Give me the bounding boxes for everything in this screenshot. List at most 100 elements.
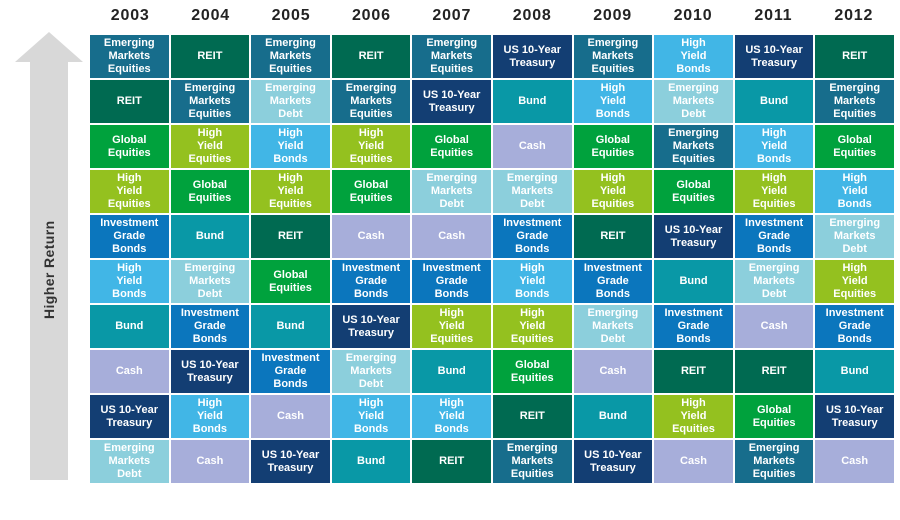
- asset-cell-2005-rank7-bund: Bund: [251, 305, 330, 348]
- asset-cell-2005-rank5-reit: REIT: [251, 215, 330, 258]
- higher-return-arrow-head: [15, 32, 83, 62]
- asset-cell-2010-rank9-hye: High Yield Equities: [654, 395, 733, 438]
- year-header: 2010: [673, 7, 713, 24]
- asset-cell-2012-rank8-bund: Bund: [815, 350, 894, 393]
- asset-cell-2011-rank8-reit: REIT: [734, 350, 814, 393]
- asset-cell-2010-rank1-hyb: High Yield Bonds: [654, 35, 733, 78]
- year-header-row: 2003 2004 2005 2006 2007 2008 2009 2010 2011 2012: [90, 7, 894, 25]
- asset-cell-2011-rank7-cash: Cash: [734, 305, 814, 348]
- asset-cell-2008-rank2-bund: Bund: [492, 80, 572, 123]
- asset-cell-2005-rank2-emd: Emerging Markets Debt: [251, 80, 330, 123]
- asset-cell-2003-rank2-reit: REIT: [90, 80, 169, 123]
- asset-cell-2003-rank6-hyb: High Yield Bonds: [90, 260, 169, 303]
- asset-cell-2004-rank3-hye: High Yield Equities: [170, 125, 250, 168]
- asset-cell-2009-rank3-global: Global Equities: [573, 125, 653, 168]
- asset-cell-2009-rank1-eme: Emerging Markets Equities: [573, 35, 653, 78]
- asset-cell-2007-rank8-bund: Bund: [412, 350, 491, 393]
- asset-cell-2012-rank3-global: Global Equities: [815, 125, 894, 168]
- y-axis-label: Higher Return: [41, 220, 57, 320]
- asset-cell-2007-rank5-cash: Cash: [412, 215, 491, 258]
- asset-cell-2007-rank7-hye: High Yield Equities: [412, 305, 491, 348]
- asset-cell-2005-rank1-eme: Emerging Markets Equities: [251, 35, 330, 78]
- asset-cell-2010-rank2-emd: Emerging Markets Debt: [654, 80, 733, 123]
- asset-cell-2004-rank6-emd: Emerging Markets Debt: [170, 260, 250, 303]
- asset-cell-2011-rank10-eme: Emerging Markets Equities: [734, 440, 814, 483]
- asset-cell-2007-rank1-eme: Emerging Markets Equities: [412, 35, 491, 78]
- asset-cell-2007-rank4-emd: Emerging Markets Debt: [412, 170, 491, 213]
- asset-cell-2006-rank8-emd: Emerging Markets Debt: [331, 350, 411, 393]
- asset-cell-2005-rank3-hyb: High Yield Bonds: [251, 125, 330, 168]
- asset-cell-2006-rank6-igb: Investment Grade Bonds: [331, 260, 411, 303]
- asset-cell-2012-rank9-us10y: US 10-Year Treasury: [815, 395, 894, 438]
- asset-cell-2003-rank8-cash: Cash: [90, 350, 169, 393]
- year-header: 2009: [593, 7, 632, 24]
- year-header: 2008: [512, 7, 552, 24]
- asset-cell-2007-rank2-us10y: US 10-Year Treasury: [412, 80, 491, 123]
- year-header: 2012: [834, 7, 874, 24]
- asset-cell-2003-rank3-global: Global Equities: [90, 125, 169, 168]
- year-header: 2003: [110, 7, 150, 24]
- asset-cell-2009-rank10-us10y: US 10-Year Treasury: [573, 440, 653, 483]
- asset-cell-2010-rank7-igb: Investment Grade Bonds: [654, 305, 733, 348]
- asset-cell-2008-rank1-us10y: US 10-Year Treasury: [492, 35, 572, 78]
- year-header: 2005: [271, 7, 311, 24]
- year-header: 2007: [432, 7, 472, 24]
- asset-cell-2011-rank3-hyb: High Yield Bonds: [734, 125, 814, 168]
- asset-cell-2008-rank5-igb: Investment Grade Bonds: [492, 215, 572, 258]
- higher-return-arrow-body: [30, 60, 68, 480]
- year-header: 2006: [351, 7, 391, 24]
- asset-cell-2004-rank8-us10y: US 10-Year Treasury: [170, 350, 250, 393]
- asset-cell-2010-rank8-reit: REIT: [654, 350, 733, 393]
- asset-cell-2012-rank7-igb: Investment Grade Bonds: [815, 305, 894, 348]
- asset-cell-2009-rank5-reit: REIT: [573, 215, 653, 258]
- asset-cell-2009-rank9-bund: Bund: [573, 395, 653, 438]
- asset-cell-2012-rank6-hye: High Yield Equities: [815, 260, 894, 303]
- asset-cell-2011-rank5-igb: Investment Grade Bonds: [734, 215, 814, 258]
- asset-cell-2012-rank1-reit: REIT: [815, 35, 894, 78]
- asset-cell-2009-rank2-hyb: High Yield Bonds: [573, 80, 653, 123]
- asset-cell-2008-rank8-global: Global Equities: [492, 350, 572, 393]
- asset-cell-2005-rank10-us10y: US 10-Year Treasury: [251, 440, 330, 483]
- asset-cell-2004-rank10-cash: Cash: [170, 440, 250, 483]
- year-header: 2004: [191, 7, 230, 24]
- asset-cell-2011-rank2-bund: Bund: [734, 80, 814, 123]
- asset-cell-2004-rank2-eme: Emerging Markets Equities: [170, 80, 250, 123]
- asset-cell-2006-rank3-hye: High Yield Equities: [331, 125, 411, 168]
- asset-cell-2006-rank5-cash: Cash: [331, 215, 411, 258]
- asset-cell-2011-rank9-global: Global Equities: [734, 395, 814, 438]
- asset-cell-2007-rank3-global: Global Equities: [412, 125, 491, 168]
- asset-cell-2012-rank2-eme: Emerging Markets Equities: [815, 80, 894, 123]
- asset-cell-2005-rank8-igb: Investment Grade Bonds: [251, 350, 330, 393]
- asset-cell-2008-rank9-reit: REIT: [492, 395, 572, 438]
- asset-cell-2008-rank10-eme: Emerging Markets Equities: [492, 440, 572, 483]
- asset-cell-2012-rank4-hyb: High Yield Bonds: [815, 170, 894, 213]
- asset-cell-2006-rank2-eme: Emerging Markets Equities: [331, 80, 411, 123]
- asset-cell-2003-rank10-emd: Emerging Markets Debt: [90, 440, 169, 483]
- asset-cell-2007-rank6-igb: Investment Grade Bonds: [412, 260, 491, 303]
- asset-cell-2003-rank1-eme: Emerging Markets Equities: [90, 35, 169, 78]
- asset-cell-2004-rank4-global: Global Equities: [170, 170, 250, 213]
- asset-cell-2010-rank5-us10y: US 10-Year Treasury: [654, 215, 733, 258]
- asset-cell-2010-rank4-global: Global Equities: [654, 170, 733, 213]
- asset-cell-2010-rank6-bund: Bund: [654, 260, 733, 303]
- asset-cell-2009-rank6-igb: Investment Grade Bonds: [573, 260, 653, 303]
- year-header: 2011: [754, 7, 793, 24]
- asset-cell-2006-rank4-global: Global Equities: [331, 170, 411, 213]
- asset-cell-2004-rank7-igb: Investment Grade Bonds: [170, 305, 250, 348]
- asset-cell-2006-rank1-reit: REIT: [331, 35, 411, 78]
- asset-cell-2011-rank4-hye: High Yield Equities: [734, 170, 814, 213]
- asset-cell-2003-rank7-bund: Bund: [90, 305, 169, 348]
- asset-cell-2004-rank1-reit: REIT: [170, 35, 250, 78]
- asset-cell-2006-rank7-us10y: US 10-Year Treasury: [331, 305, 411, 348]
- asset-cell-2010-rank3-eme: Emerging Markets Equities: [654, 125, 733, 168]
- asset-cell-2005-rank4-hye: High Yield Equities: [251, 170, 330, 213]
- asset-cell-2011-rank6-emd: Emerging Markets Debt: [734, 260, 814, 303]
- asset-cell-2009-rank7-emd: Emerging Markets Debt: [573, 305, 653, 348]
- asset-cell-2003-rank9-us10y: US 10-Year Treasury: [90, 395, 169, 438]
- asset-cell-2010-rank10-cash: Cash: [654, 440, 733, 483]
- asset-cell-2009-rank4-hye: High Yield Equities: [573, 170, 653, 213]
- asset-cell-2003-rank4-hye: High Yield Equities: [90, 170, 169, 213]
- asset-cell-2008-rank3-cash: Cash: [492, 125, 572, 168]
- asset-cell-2004-rank5-bund: Bund: [170, 215, 250, 258]
